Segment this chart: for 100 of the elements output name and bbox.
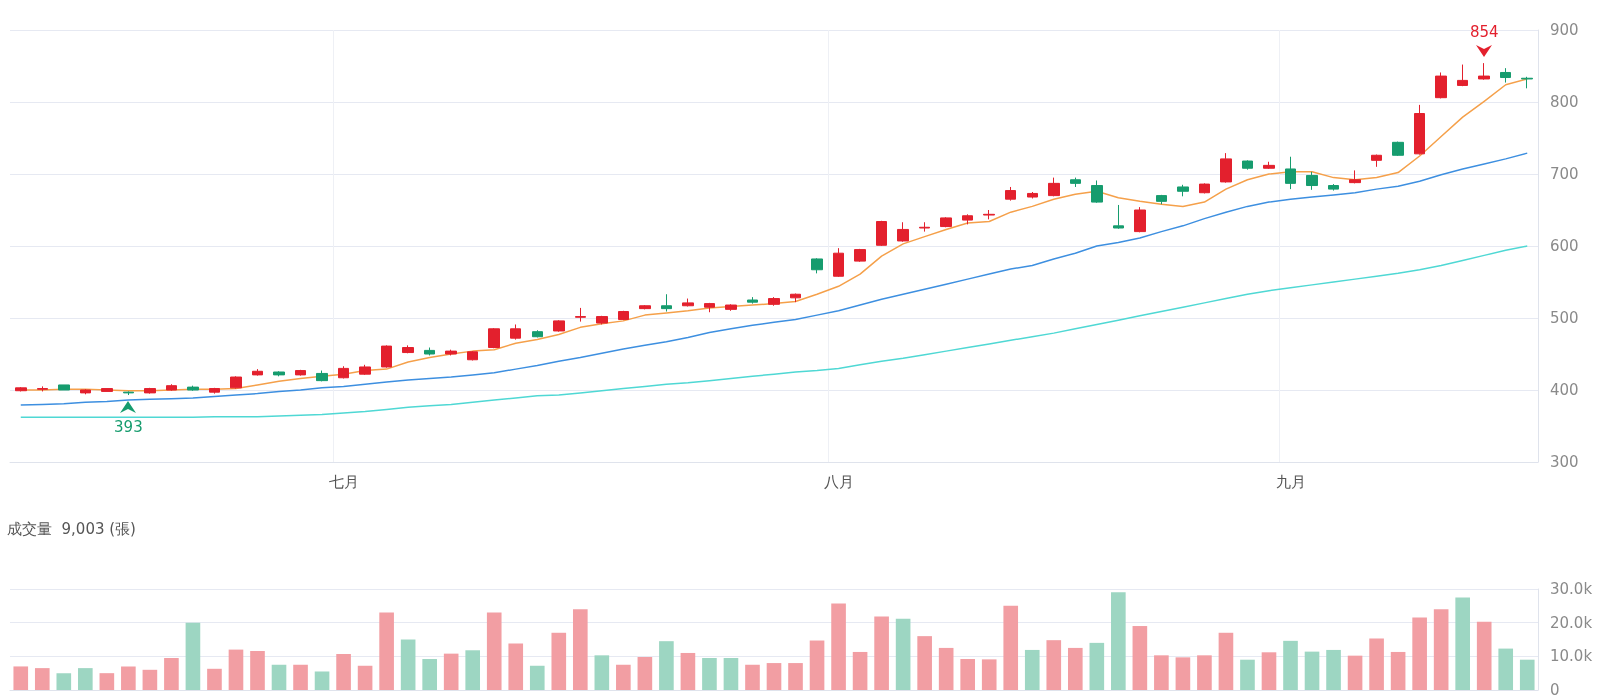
bar xyxy=(1240,659,1255,690)
candlestick xyxy=(1500,67,1511,84)
bar xyxy=(34,668,50,690)
bar xyxy=(379,612,394,690)
bar xyxy=(443,653,459,690)
candlestick xyxy=(1392,141,1404,157)
bar xyxy=(874,616,889,690)
bar xyxy=(529,665,545,690)
candlestick xyxy=(1285,156,1296,190)
candlestick xyxy=(1349,169,1361,184)
x-tick-label: 七月 xyxy=(328,472,359,491)
bar xyxy=(1347,655,1363,690)
candlestick xyxy=(101,388,113,392)
bar xyxy=(228,649,244,690)
y-tick-label: 30.0k xyxy=(1550,580,1593,598)
candlestick xyxy=(338,365,349,379)
bar xyxy=(400,639,416,690)
candlestick xyxy=(80,388,91,395)
bar xyxy=(680,652,696,690)
candlestick xyxy=(144,387,156,395)
bar xyxy=(293,664,308,690)
bar xyxy=(723,658,739,690)
bar xyxy=(1519,659,1535,690)
candlestick xyxy=(1156,194,1167,205)
bar xyxy=(852,651,868,690)
candlestick xyxy=(725,303,737,312)
bar xyxy=(1111,592,1126,690)
y-tick-label: 800 xyxy=(1550,93,1579,111)
bar xyxy=(659,641,674,690)
bar xyxy=(357,665,373,690)
bar xyxy=(465,650,481,690)
bar xyxy=(745,664,760,690)
bar xyxy=(99,673,115,690)
candlestick xyxy=(295,369,306,377)
bar xyxy=(486,612,502,690)
candlestick xyxy=(919,221,930,233)
candlestick xyxy=(1220,152,1232,184)
bar xyxy=(142,669,158,690)
bar xyxy=(1304,651,1320,690)
bar xyxy=(551,632,567,690)
annotation: 854 xyxy=(1469,22,1499,41)
bar xyxy=(185,622,201,690)
candlestick xyxy=(1414,104,1425,156)
candlestick xyxy=(962,213,973,225)
candlestick xyxy=(1521,76,1533,89)
candlestick xyxy=(510,323,521,341)
candlestick xyxy=(488,327,500,349)
annotation: 393 xyxy=(114,417,143,436)
candlestick xyxy=(897,221,909,243)
candlestick xyxy=(983,209,995,220)
bar xyxy=(78,668,93,690)
y-tick-label: 20.0k xyxy=(1550,613,1593,632)
bar xyxy=(1498,648,1514,690)
bar xyxy=(831,603,846,690)
candlestick xyxy=(532,329,543,338)
bar xyxy=(314,671,330,690)
y-tick-label: 400 xyxy=(1550,381,1579,399)
bar xyxy=(1175,657,1191,690)
bar xyxy=(594,655,610,690)
bar xyxy=(1089,642,1105,690)
bar xyxy=(1067,647,1083,690)
candlestick xyxy=(1263,161,1275,170)
candlestick xyxy=(575,307,586,323)
bar xyxy=(917,636,932,690)
candlestick xyxy=(230,375,242,390)
bar xyxy=(56,673,72,690)
candlestick xyxy=(704,302,715,313)
candlestick xyxy=(1113,204,1124,230)
bar xyxy=(1326,649,1341,690)
bar xyxy=(1003,605,1019,690)
bar xyxy=(121,666,136,690)
candlestick xyxy=(381,344,392,369)
candlestick xyxy=(424,347,435,356)
candlestick xyxy=(1478,62,1490,81)
candlestick xyxy=(1134,206,1146,233)
bar xyxy=(960,659,976,690)
bar xyxy=(1261,652,1277,690)
bar xyxy=(788,663,803,690)
candlestick xyxy=(596,315,608,325)
candlestick xyxy=(1242,159,1253,171)
bar xyxy=(422,659,437,690)
candlestick xyxy=(1199,182,1210,194)
bar xyxy=(1455,597,1470,690)
candlestick xyxy=(1371,154,1382,168)
candlestick xyxy=(467,350,478,361)
y-tick-label: 600 xyxy=(1550,237,1579,255)
bar xyxy=(616,664,631,690)
y-tick-label: 900 xyxy=(1550,21,1579,39)
candlestick xyxy=(553,319,565,333)
candlestick xyxy=(1435,71,1447,99)
bar xyxy=(336,653,351,690)
y-tick-label: 700 xyxy=(1550,165,1579,183)
chart-title: 成交量 9,003 (張) xyxy=(7,519,136,538)
bar xyxy=(13,666,29,690)
bar xyxy=(1412,617,1427,690)
candlestick xyxy=(1027,191,1038,199)
candlestick xyxy=(833,247,844,278)
candlestick xyxy=(58,384,70,391)
bar xyxy=(1390,651,1406,690)
candlestick xyxy=(747,296,758,305)
